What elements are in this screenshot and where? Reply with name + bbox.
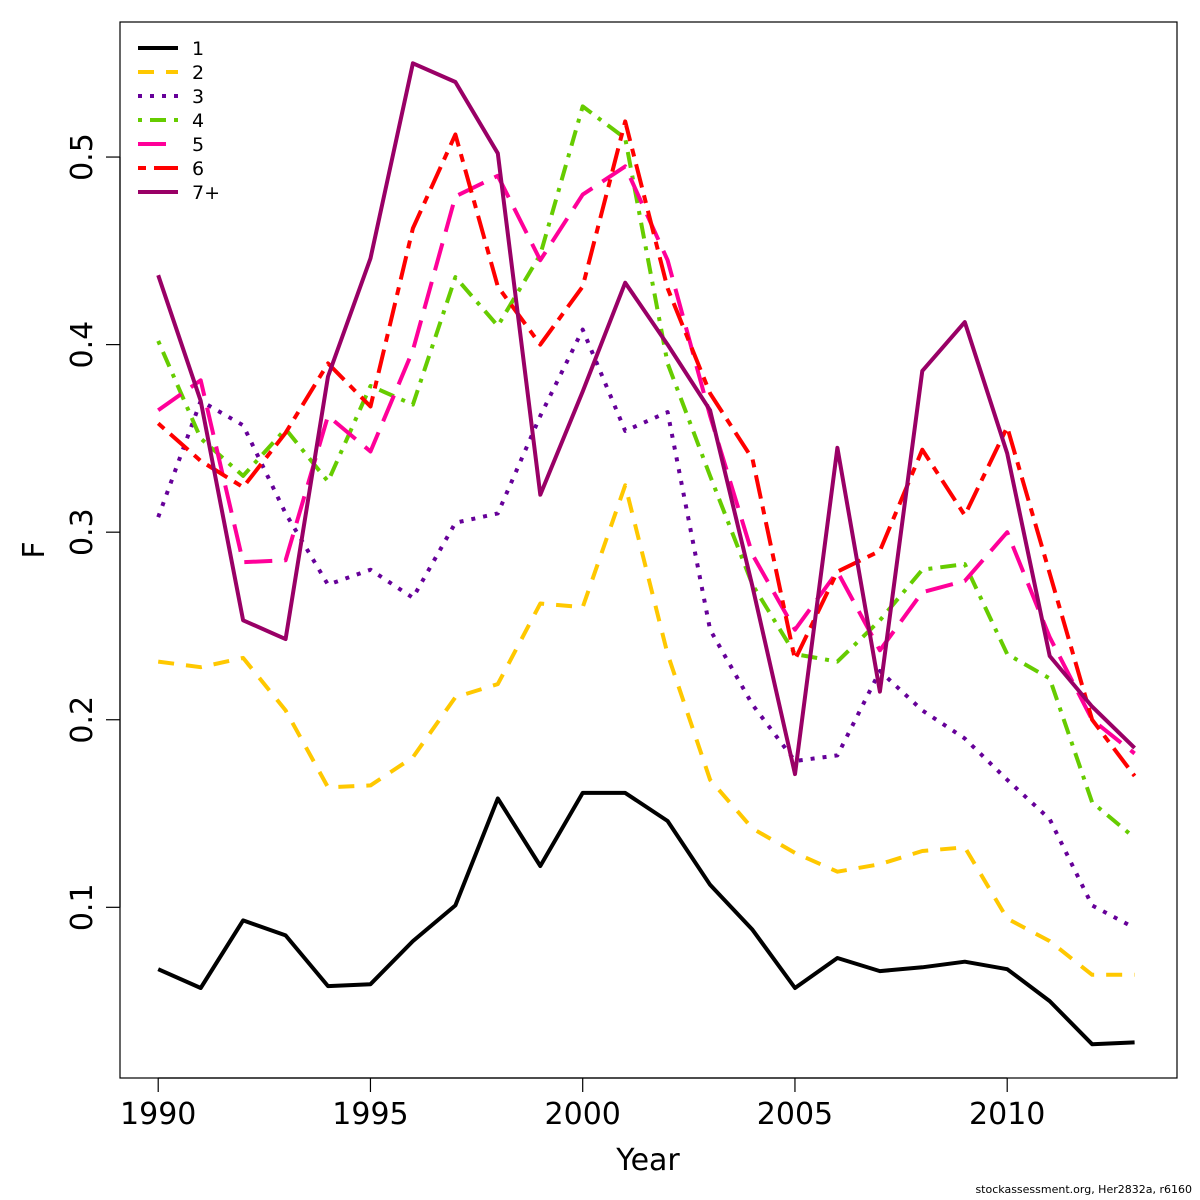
y-tick-label: 0.4 (65, 321, 100, 369)
y-axis: 0.1 0.2 0.3 0.4 0.5 (65, 133, 121, 931)
y-tick-label: 0.5 (65, 133, 100, 181)
x-axis: 1990 1995 2000 2005 2010 (120, 1077, 1045, 1132)
series-layer (156, 61, 1137, 1047)
x-tick-label: 2000 (545, 1097, 621, 1132)
plot-frame (119, 21, 1178, 1079)
legend-label-7: 7+ (192, 182, 220, 204)
series-line-5 (157, 164, 1136, 756)
legend-label-2: 2 (192, 62, 204, 84)
legend-label-1: 1 (192, 38, 204, 60)
series-line-2 (157, 483, 1135, 977)
series-line-4 (156, 104, 1136, 840)
legend-label-6: 6 (192, 158, 204, 180)
y-tick-label: 0.3 (65, 508, 100, 556)
legend-label-4: 4 (192, 110, 204, 132)
series-line-3 (156, 327, 1136, 930)
legend-label-3: 3 (192, 86, 204, 108)
y-axis-title: F (17, 541, 52, 558)
x-tick-label: 1990 (120, 1097, 196, 1132)
x-tick-label: 1995 (332, 1097, 408, 1132)
x-axis-title: Year (615, 1143, 680, 1178)
y-tick-label: 0.1 (65, 883, 100, 931)
series-line-6 (156, 119, 1137, 778)
footer-credit: stockassessment.org, Her2832a, r6160 (975, 1183, 1192, 1196)
legend-label-5: 5 (192, 134, 204, 156)
x-tick-label: 2005 (757, 1097, 833, 1132)
y-tick-label: 0.2 (65, 696, 100, 744)
series-line-7 (156, 61, 1136, 777)
x-tick-label: 2010 (969, 1097, 1045, 1132)
series-line-1 (157, 790, 1135, 1047)
